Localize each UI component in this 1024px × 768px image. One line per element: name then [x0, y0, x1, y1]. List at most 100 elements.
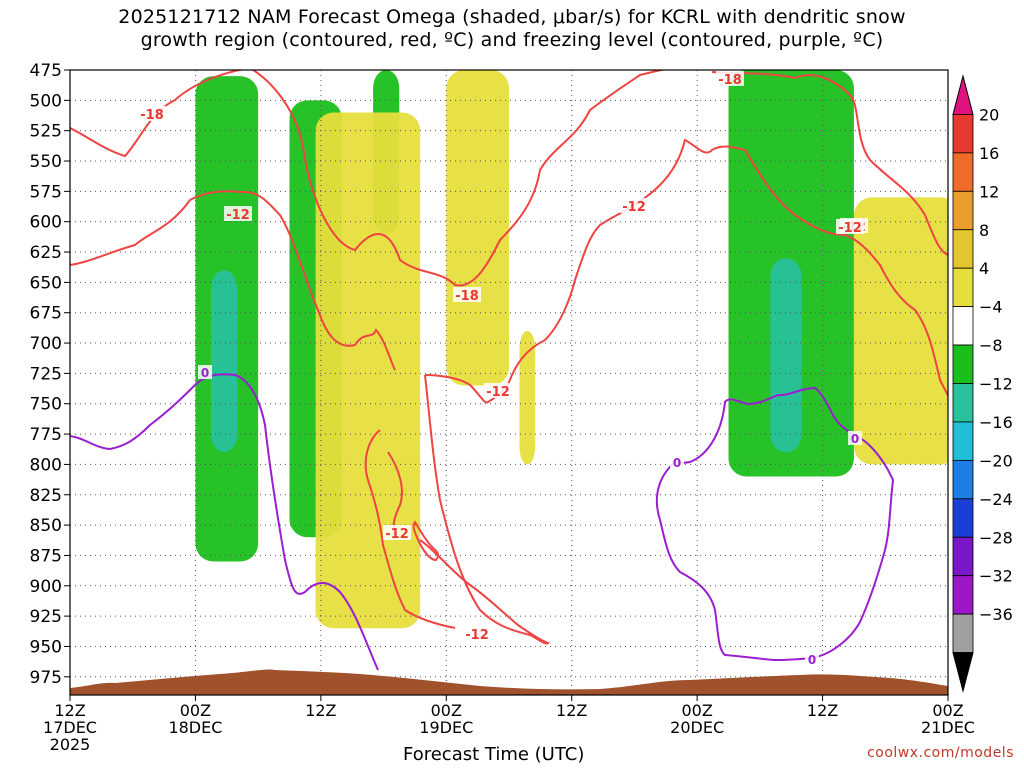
contour-label-bg — [716, 71, 744, 86]
x-tick-label: 12Z — [305, 701, 336, 720]
red-contour-minus12-closed — [412, 520, 440, 562]
y-tick-label: 850 — [30, 516, 62, 536]
colorbar-swatch — [952, 152, 974, 192]
x-tick-label: 00Z — [681, 701, 712, 720]
colorbar-label: −8 — [979, 336, 1003, 355]
colorbar-legend: 20 16 12 8 4 −4 −8 −12 −16 −20 −24 −28 −32 −36 — [952, 74, 1013, 693]
x-tick-label: 12Z — [807, 701, 838, 720]
omega-region-5 — [315, 112, 421, 629]
colorbar-swatch — [952, 383, 974, 423]
colorbar-swatch — [952, 306, 974, 346]
colorbar-swatch — [952, 459, 974, 500]
red-contour-label: -12 — [622, 200, 646, 215]
colorbar-label: 12 — [979, 182, 999, 201]
omega-region-7 — [519, 330, 536, 465]
colorbar-label: 8 — [979, 221, 989, 240]
colorbar-swatch — [952, 575, 974, 615]
contour-label-bg — [848, 431, 862, 445]
colorbar-label: 20 — [979, 105, 999, 124]
contour-label-bg — [805, 652, 819, 666]
colorbar-swatch — [952, 536, 974, 577]
contour-label-bg — [484, 383, 512, 398]
red-contour-label: -12 — [486, 385, 510, 400]
colorbar-label: 16 — [979, 144, 999, 163]
omega-shading — [195, 70, 948, 629]
purple-contour-label: 0 — [851, 432, 859, 446]
y-tick-label: 675 — [30, 304, 62, 324]
colorbar-label: −20 — [979, 451, 1013, 470]
y-tick-label: 500 — [30, 91, 62, 111]
red-contour-label: -12 — [226, 208, 250, 223]
red-contour-minus12-loop-a — [364, 429, 456, 629]
contour-label-bg — [836, 219, 864, 234]
x-tick-label: 18DEC — [168, 718, 222, 737]
x-axis-title: Forecast Time (UTC) — [403, 744, 585, 765]
x-tick-label: 19DEC — [419, 718, 473, 737]
colorbar-swatch — [952, 229, 974, 269]
title-line-2: growth region (contoured, red, ºC) and f… — [140, 29, 884, 51]
plot-frame — [69, 69, 949, 696]
contour-label-bg — [463, 626, 491, 641]
terrain-fill — [70, 669, 948, 695]
x-tick-label: 00Z — [932, 701, 963, 720]
red-contour-minus18-upper — [70, 70, 666, 287]
x-tick-label: 00Z — [431, 701, 462, 720]
y-tick-label: 775 — [30, 425, 62, 445]
colorbar-swatch — [952, 344, 974, 384]
contour-label-bg — [383, 525, 411, 540]
temperature-contours — [70, 70, 948, 671]
colorbar-label: −4 — [979, 298, 1003, 317]
contour-label-bg — [670, 455, 684, 469]
y-axis-pressure: 475 500 525 550 575 600 625 650 675 700 725 750 775 8… — [30, 61, 70, 688]
colorbar-label: −16 — [979, 413, 1013, 432]
x-tick-label: 12Z — [54, 701, 85, 720]
y-tick-label: 700 — [30, 334, 62, 354]
y-tick-label: 650 — [30, 273, 62, 293]
colorbar-swatch — [952, 190, 974, 231]
contour-label-bg — [138, 106, 166, 121]
x-tick-label: 00Z — [180, 701, 211, 720]
red-contour-label: -18 — [718, 73, 742, 88]
red-contour-label: -18 — [140, 108, 164, 123]
red-contour-label: -12 — [385, 527, 409, 542]
title-line-1: 2025121712 NAM Forecast Omega (shaded, μ… — [118, 6, 906, 28]
colorbar-swatch — [952, 114, 974, 154]
y-tick-label: 975 — [30, 668, 62, 688]
y-tick-label: 825 — [30, 486, 62, 506]
omega-region-6 — [446, 70, 509, 386]
colorbar-swatch — [952, 267, 974, 308]
y-tick-label: 750 — [30, 395, 62, 415]
colorbar-label: −12 — [979, 375, 1013, 394]
purple-contour-label: 0 — [673, 456, 681, 470]
omega-region-10 — [853, 197, 948, 465]
red-contour-minus18-right — [711, 71, 948, 256]
x-tick-label: 21DEC — [921, 718, 975, 737]
y-tick-label: 600 — [30, 213, 62, 233]
purple-contour-zero-right — [655, 386, 895, 662]
red-contour-label: -12 — [465, 628, 489, 643]
red-contour-minus12-middle — [419, 374, 551, 645]
chart-title: 2025121712 NAM Forecast Omega (shaded, μ… — [0, 6, 1024, 52]
y-tick-label: 875 — [30, 546, 62, 566]
y-tick-label: 725 — [30, 364, 62, 384]
x-tick-label: 17DEC — [43, 718, 97, 737]
x-tick-label: 20DEC — [670, 718, 724, 737]
colorbar-arrow-bottom — [952, 652, 974, 693]
y-tick-label: 925 — [30, 607, 62, 627]
red-contour-label: -18 — [455, 289, 479, 304]
colorbar-label: −36 — [979, 605, 1013, 624]
y-tick-label: 575 — [30, 182, 62, 202]
purple-contour-zero-left — [70, 373, 379, 671]
contour-label-bg — [198, 365, 212, 379]
omega-region-2 — [211, 270, 238, 453]
y-tick-label: 475 — [30, 61, 62, 81]
colorbar-label: −24 — [979, 490, 1013, 509]
x-tick-label: 12Z — [556, 701, 587, 720]
omega-region-9 — [770, 258, 802, 453]
colorbar-swatch — [952, 421, 974, 461]
y-tick-label: 800 — [30, 455, 62, 475]
y-tick-label: 525 — [30, 122, 62, 142]
